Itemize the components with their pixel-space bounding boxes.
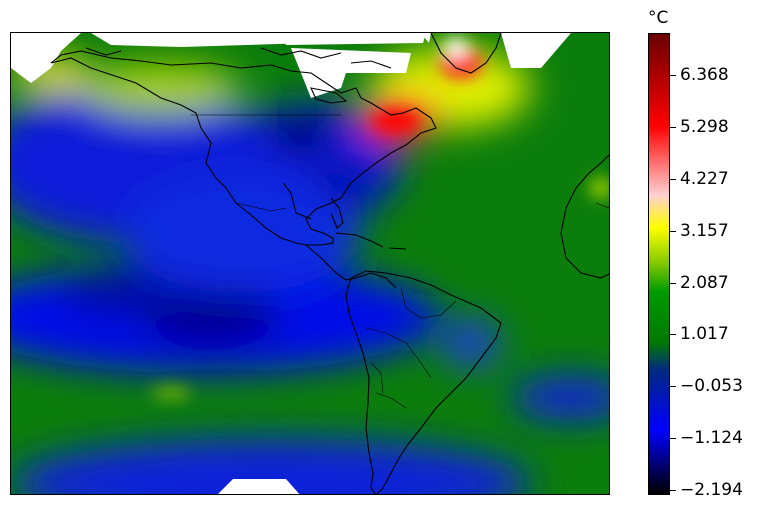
colorbar-tick xyxy=(670,438,676,440)
colorbar-tick xyxy=(670,386,676,388)
colorbar-tick-label: 5.298 xyxy=(680,116,729,137)
colorbar-tick-label: 4.227 xyxy=(680,168,729,189)
colorbar-tick-label: −1.124 xyxy=(680,428,743,449)
colorbar-tick xyxy=(670,282,676,284)
colorbar-tick-label: 1.017 xyxy=(680,324,729,345)
colorbar-tick xyxy=(670,230,676,232)
colorbar-tick-label: 6.368 xyxy=(680,65,729,85)
colorbar-tick-label: −2.194 xyxy=(680,480,743,500)
colorbar-tick-label: −0.053 xyxy=(680,376,743,397)
colorbar-tick-label: 3.157 xyxy=(680,220,729,241)
colorbar-tick-label: 2.087 xyxy=(680,272,729,293)
colorbar-tick xyxy=(670,126,676,128)
map-panel xyxy=(10,32,610,495)
temperature-anomaly-map xyxy=(11,33,609,494)
colorbar-tick xyxy=(670,75,676,76)
colorbar-unit: °C xyxy=(648,8,669,28)
colorbar xyxy=(648,33,670,495)
warm-spots xyxy=(151,38,609,399)
borders xyxy=(191,114,609,409)
colorbar-tick xyxy=(670,490,676,491)
anomaly-field xyxy=(11,48,609,494)
colorbar-tick xyxy=(670,178,676,180)
coastlines xyxy=(50,33,609,494)
missing-data-areas xyxy=(11,33,571,494)
colorbar-tick xyxy=(670,334,676,336)
